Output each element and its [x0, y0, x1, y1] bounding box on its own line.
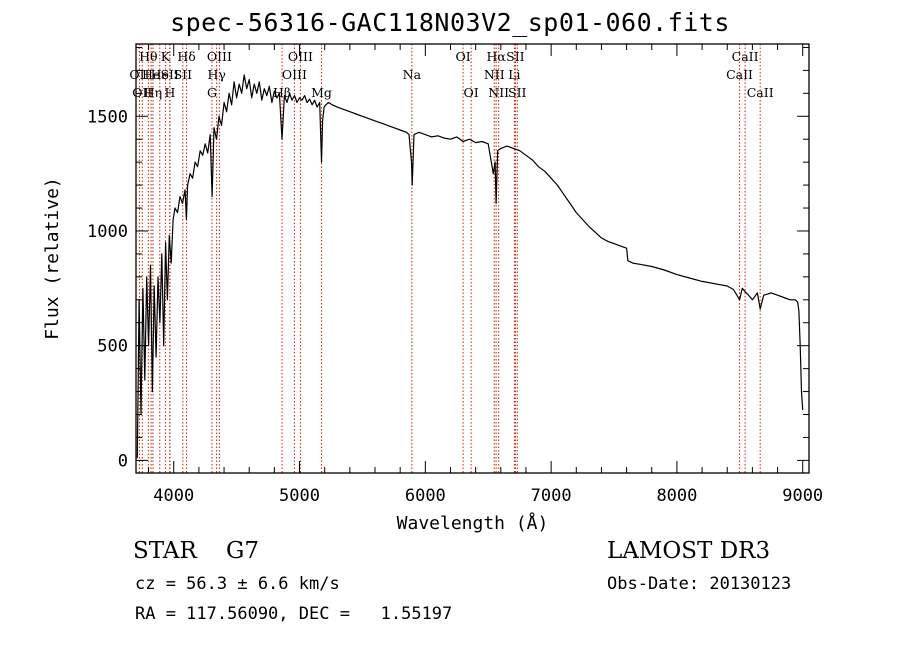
- y-tick-label-2: 1000: [87, 222, 128, 242]
- line-marker-label-3: He: [142, 67, 160, 82]
- obs-date-readout: Obs-Date: 20130123: [607, 574, 792, 594]
- line-marker-label-0: OII: [129, 67, 149, 82]
- object-class-label: STAR G7: [133, 538, 260, 564]
- line-marker-label-22: Hα: [486, 49, 506, 64]
- x-tick-label-1: 5000: [279, 486, 320, 506]
- line-marker-label-8: H: [165, 85, 176, 100]
- line-marker-label-16: OIII: [288, 49, 313, 64]
- line-marker-label-4: Hη: [144, 85, 162, 100]
- y-tick-label-3: 1500: [87, 107, 128, 127]
- line-marker-label-2: Hθ: [139, 49, 157, 64]
- x-axis-label: Wavelength (Å): [397, 512, 549, 534]
- line-marker-label-10: SII: [174, 67, 193, 82]
- y-tick-label-0: 0: [118, 451, 128, 471]
- chart-title: spec-56316-GAC118N03V2_sp01-060.fits: [170, 8, 730, 37]
- line-marker-label-15: OIII: [282, 67, 307, 82]
- line-marker-label-27: CaII: [726, 67, 753, 82]
- line-marker-label-12: Hγ: [207, 67, 225, 82]
- x-tick-label-4: 8000: [656, 486, 697, 506]
- redshift-readout: cz = 56.3 ± 6.6 km/s: [135, 574, 340, 594]
- coordinates-readout: RA = 117.56090, DEC = 1.55197: [135, 604, 453, 624]
- line-marker-label-25: SII: [506, 49, 525, 64]
- survey-label: LAMOST DR3: [607, 538, 771, 564]
- y-axis-label: Flux (relative): [42, 177, 63, 340]
- plot-frame: [135, 43, 810, 474]
- line-marker-label-5: He: [151, 67, 169, 82]
- line-marker-label-21: NII: [484, 67, 505, 82]
- x-tick-label-2: 6000: [405, 486, 446, 506]
- line-marker-label-19: OI: [455, 49, 470, 64]
- line-marker-label-14: Hβ: [273, 85, 291, 100]
- line-marker-label-23: NII: [488, 85, 509, 100]
- line-marker-label-6: K: [161, 49, 171, 64]
- y-tick-label-1: 500: [97, 337, 128, 357]
- line-marker-label-26: SII: [508, 85, 527, 100]
- x-tick-label-0: 4000: [153, 486, 194, 506]
- line-marker-label-9: Hδ: [177, 49, 195, 64]
- line-marker-label-7: SII: [160, 67, 179, 82]
- line-marker-label-20: OI: [464, 85, 479, 100]
- line-marker-label-17: Mg: [311, 85, 332, 100]
- line-marker-label-18: Na: [403, 67, 422, 82]
- spectrum-line: [136, 74, 804, 459]
- line-marker-label-1: OII: [132, 85, 152, 100]
- x-tick-label-5: 9000: [782, 486, 823, 506]
- line-marker-label-11: G: [207, 85, 217, 100]
- line-marker-label-24: Li: [508, 67, 520, 82]
- line-marker-label-13: OIII: [207, 49, 232, 64]
- line-marker-label-29: CaII: [747, 85, 774, 100]
- line-marker-label-28: CaII: [732, 49, 759, 64]
- x-tick-label-3: 7000: [531, 486, 572, 506]
